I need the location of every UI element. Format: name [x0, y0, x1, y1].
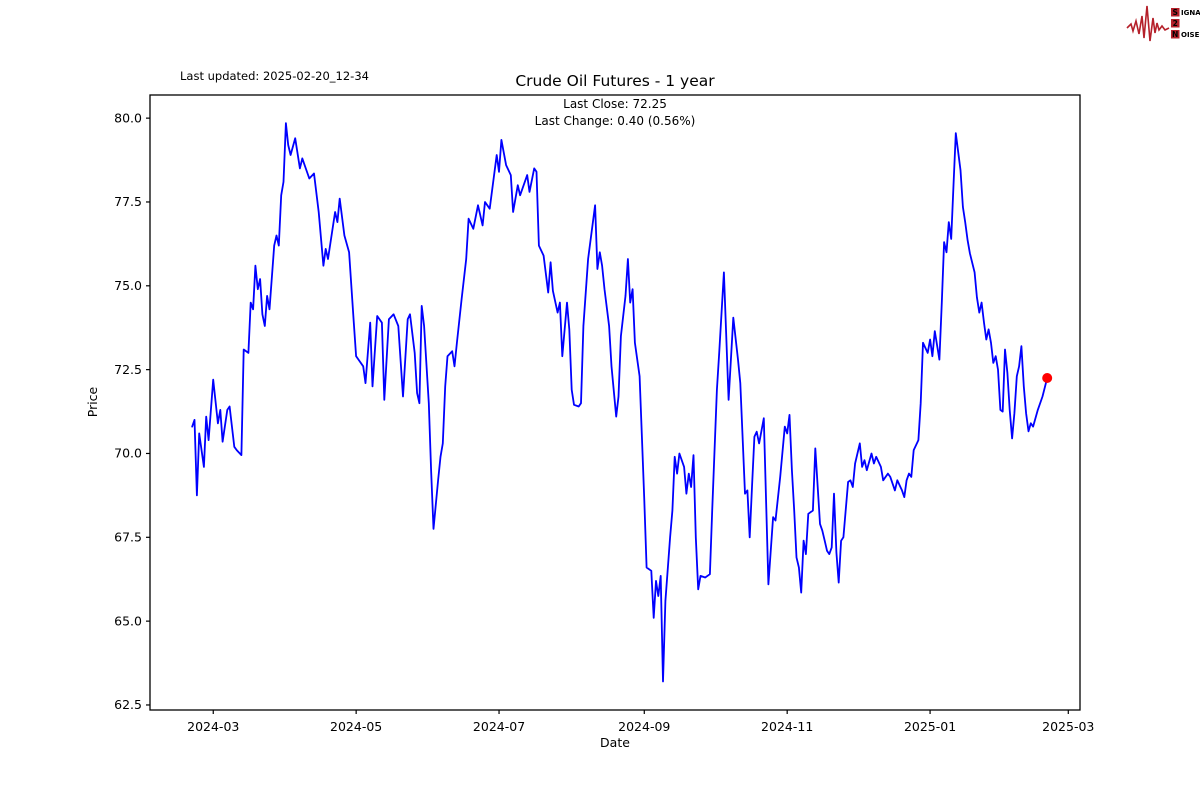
logo-letter-s: S [1172, 8, 1177, 17]
logo-word-signal-rest: IGNAL [1181, 9, 1200, 17]
x-tick-label: 2024-11 [761, 719, 813, 734]
x-axis-ticks: 2024-03 2024-05 2024-07 2024-09 2024-11 2025-… [187, 710, 1094, 734]
x-tick-label: 2024-07 [473, 719, 525, 734]
last-close-marker [1042, 373, 1053, 383]
subtitle-last-change: Last Change: 0.40 (0.56%) [535, 114, 696, 128]
y-tick-label: 70.0 [114, 446, 142, 461]
y-tick-label: 80.0 [114, 110, 142, 125]
x-tick-label: 2024-09 [618, 719, 670, 734]
y-tick-label: 62.5 [114, 697, 142, 712]
logo-signal2noise: S IGNAL 2 N OISE [1126, 5, 1200, 42]
x-tick-label: 2024-03 [187, 719, 239, 734]
last-updated-text: Last updated: 2025-02-20_12-34 [180, 69, 369, 83]
y-tick-label: 75.0 [114, 278, 142, 293]
chart-title: Crude Oil Futures - 1 year [515, 72, 715, 90]
x-tick-label: 2024-05 [330, 719, 382, 734]
y-tick-label: 77.5 [114, 194, 142, 209]
y-axis-label: Price [85, 386, 100, 417]
price-line-series [191, 122, 1049, 683]
logo-letter-box-n [1171, 30, 1180, 39]
x-tick-label: 2025-03 [1042, 719, 1094, 734]
y-axis-ticks: 62.5 65.0 67.5 70.0 72.5 75.0 77.5 80.0 [114, 110, 150, 712]
logo-letter-box-2 [1171, 19, 1180, 28]
y-tick-label: 72.5 [114, 362, 142, 377]
logo-letter-n: N [1172, 30, 1178, 39]
y-tick-label: 65.0 [114, 613, 142, 628]
logo-waveform-icon [1126, 5, 1170, 42]
plot-border [149, 94, 1081, 711]
x-axis-label: Date [600, 735, 630, 750]
subtitle-last-close: Last Close: 72.25 [563, 97, 667, 111]
y-tick-label: 67.5 [114, 530, 142, 545]
x-tick-label: 2025-01 [904, 719, 956, 734]
logo-digit-2: 2 [1173, 19, 1178, 28]
logo-word-noise-rest: OISE [1181, 31, 1200, 39]
logo-letter-box-s [1171, 8, 1180, 17]
